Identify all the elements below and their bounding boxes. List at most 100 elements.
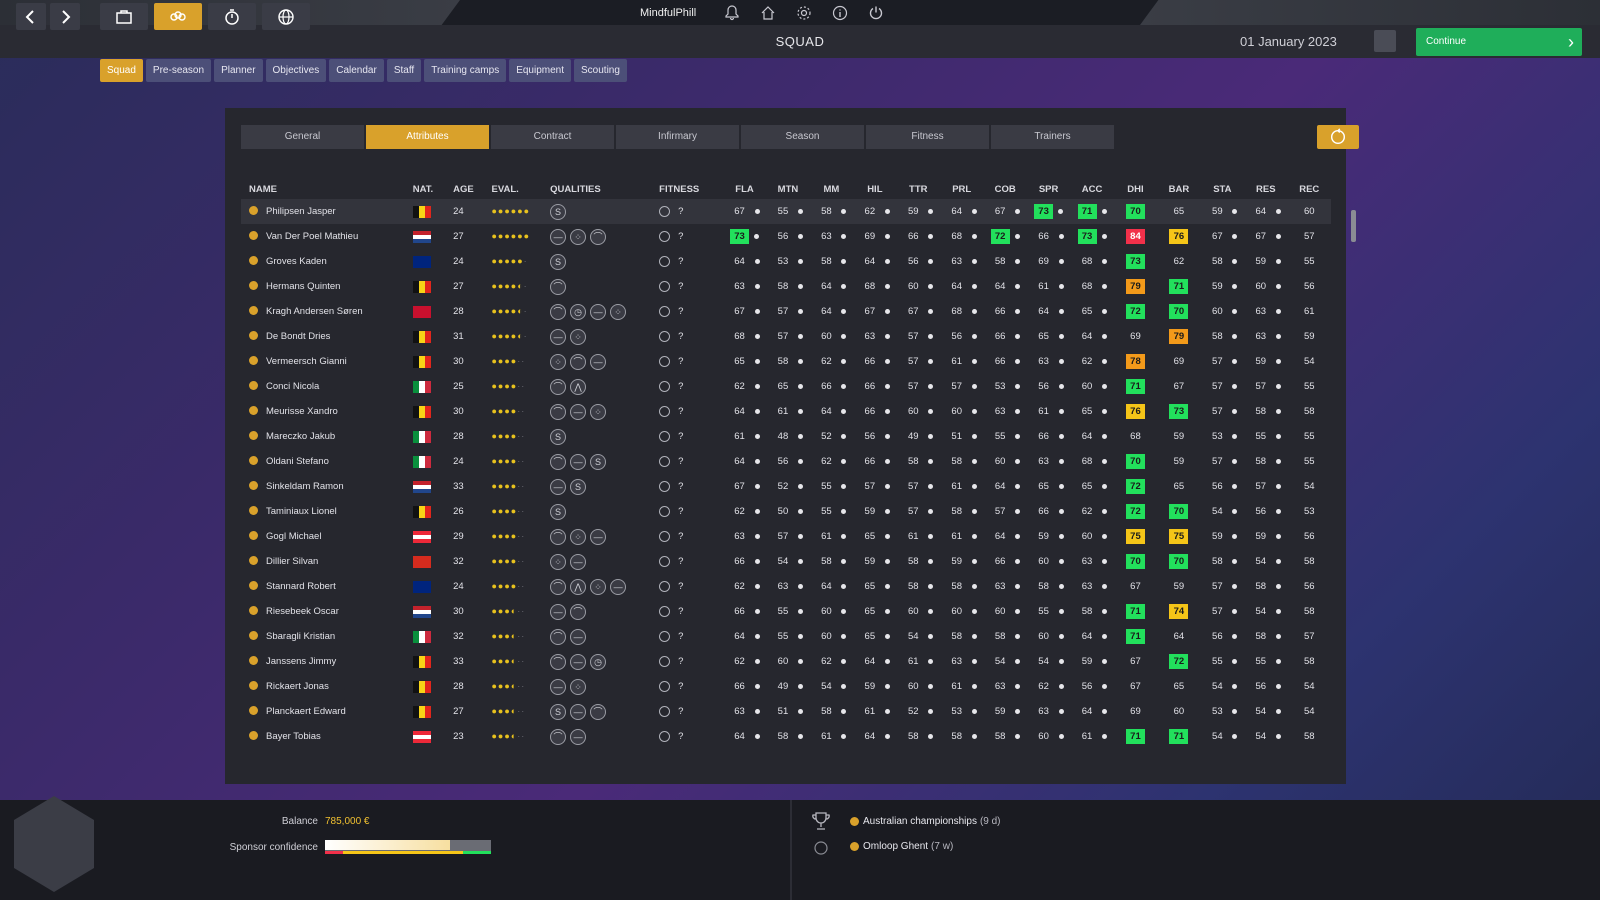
column-header[interactable]: EVAL.	[491, 183, 519, 195]
flat-quality-icon[interactable]: —	[550, 678, 567, 695]
table-row[interactable]: Bayer Tobias 23 ●●●◐·· ⌒ —? 64 58 61 64 58 58 58 60 6…	[241, 724, 1331, 749]
table-row[interactable]: Rickaert Jonas 28 ●●●◐·· — ⁘? 66 49 54 59 60 61 63 6…	[241, 674, 1331, 699]
refresh-button[interactable]	[1317, 125, 1359, 149]
rider-name[interactable]: Philipsen Jasper	[266, 206, 336, 217]
sprint-quality-icon[interactable]: S	[550, 503, 567, 520]
flat-quality-icon[interactable]: —	[570, 628, 587, 645]
hill-quality-icon[interactable]: ⌒	[550, 378, 567, 395]
subtab-squad[interactable]: Squad	[100, 59, 143, 82]
cobble-quality-icon[interactable]: ⁘	[570, 678, 587, 695]
info-icon[interactable]	[249, 480, 258, 490]
column-header[interactable]: MTN	[777, 183, 799, 195]
rider-name[interactable]: Sinkeldam Ramon	[266, 481, 344, 492]
rider-name[interactable]: Oldani Stefano	[266, 456, 329, 467]
sprint-quality-icon[interactable]: S	[590, 453, 607, 470]
gear-icon[interactable]	[794, 3, 814, 23]
hill-quality-icon[interactable]: ⌒	[550, 628, 567, 645]
flat-quality-icon[interactable]: —	[550, 228, 567, 245]
flat-quality-icon[interactable]: —	[570, 403, 587, 420]
info-icon[interactable]	[249, 705, 258, 715]
cobble-quality-icon[interactable]: ⁘	[570, 328, 587, 345]
table-row[interactable]: Groves Kaden 24 ●●●●●· S? 64 53 58 64 56 63 58 69 68…	[241, 249, 1331, 274]
tab-attributes[interactable]: Attributes	[366, 125, 489, 149]
mountain-quality-icon[interactable]: ⋀	[570, 378, 587, 395]
table-row[interactable]: Taminiaux Lionel 26 ●●●●·· S? 62 50 55 59 57 58 57…	[241, 499, 1331, 524]
column-header[interactable]: FLA	[735, 183, 754, 195]
table-row[interactable]: Conci Nicola 25 ●●●●·· ⌒ ⋀? 62 65 66 66 57 57 53 56 6…	[241, 374, 1331, 399]
subtab-pre-season[interactable]: Pre-season	[145, 59, 212, 82]
cobble-quality-icon[interactable]: ⁘	[550, 553, 567, 570]
info-icon[interactable]	[249, 655, 258, 665]
flat-quality-icon[interactable]: —	[570, 728, 587, 745]
hill-quality-icon[interactable]: ⌒	[590, 703, 607, 720]
table-row[interactable]: Kragh Andersen Søren 28 ●●●●◐· ⌒ ◷ — ⁘? 67 57 64 6…	[241, 299, 1331, 324]
info-icon[interactable]	[249, 555, 258, 565]
flat-quality-icon[interactable]: —	[550, 328, 567, 345]
info-icon[interactable]	[249, 230, 258, 240]
rider-name[interactable]: Stannard Robert	[266, 581, 336, 592]
tab-general[interactable]: General	[241, 125, 364, 149]
info-icon[interactable]	[249, 505, 258, 515]
info-icon[interactable]	[249, 605, 258, 615]
tab-infirmary[interactable]: Infirmary	[616, 125, 739, 149]
username[interactable]: MindfulPhill	[640, 6, 697, 19]
timetrial-quality-icon[interactable]: ◷	[570, 303, 587, 320]
info-icon[interactable]	[249, 630, 258, 640]
power-icon[interactable]	[866, 3, 886, 23]
hill-quality-icon[interactable]: ⌒	[590, 228, 607, 245]
column-header[interactable]: RES	[1256, 183, 1276, 195]
column-header[interactable]: AGE	[453, 183, 474, 195]
info-icon[interactable]	[249, 305, 258, 315]
info-icon[interactable]	[249, 455, 258, 465]
hill-quality-icon[interactable]: ⌒	[550, 403, 567, 420]
column-header[interactable]: DHI	[1127, 183, 1144, 195]
table-row[interactable]: Dillier Silvan 32 ●●●●·· ⁘ —? 66 54 58 59 58 59 66 6…	[241, 549, 1331, 574]
table-row[interactable]: Philipsen Jasper 24 ●●●●●● S? 67 55 58 62 59 64 67…	[241, 199, 1331, 224]
subtab-equipment[interactable]: Equipment	[509, 59, 572, 82]
column-header[interactable]: REC	[1299, 183, 1320, 195]
sprint-quality-icon[interactable]: S	[570, 478, 587, 495]
flat-quality-icon[interactable]: —	[570, 703, 587, 720]
column-header[interactable]: PRL	[952, 183, 972, 195]
column-header[interactable]: NAT.	[412, 183, 434, 195]
bell-icon[interactable]	[722, 3, 742, 23]
info-icon[interactable]	[830, 3, 850, 23]
rider-name[interactable]: Bayer Tobias	[266, 731, 321, 742]
rider-name[interactable]: Kragh Andersen Søren	[266, 306, 363, 317]
info-icon[interactable]	[249, 405, 258, 415]
column-header[interactable]: HIL	[867, 183, 883, 195]
tab-trainers[interactable]: Trainers	[991, 125, 1114, 149]
hill-quality-icon[interactable]: ⌒	[550, 528, 567, 545]
continue-button[interactable]: Continue ›	[1416, 28, 1582, 56]
rider-name[interactable]: Mareczko Jakub	[266, 431, 336, 442]
cobble-quality-icon[interactable]: ⁘	[570, 228, 587, 245]
subtab-staff[interactable]: Staff	[386, 59, 422, 82]
timetrial-quality-icon[interactable]: ◷	[590, 653, 607, 670]
hill-quality-icon[interactable]: ⌒	[550, 303, 567, 320]
event-item[interactable]: Omloop Ghent (7 w)	[850, 841, 953, 852]
rider-name[interactable]: Riesebeek Oscar	[266, 606, 339, 617]
event-item[interactable]: Australian championships (9 d)	[850, 816, 1001, 827]
mountain-quality-icon[interactable]: ⋀	[570, 578, 587, 595]
column-header[interactable]: BAR	[1168, 183, 1190, 195]
column-header[interactable]: FITNESS	[659, 183, 700, 195]
rider-name[interactable]: Rickaert Jonas	[266, 681, 329, 692]
globe-button[interactable]	[262, 3, 310, 30]
table-row[interactable]: Sinkeldam Ramon 33 ●●●●·· — S? 67 52 55 57 57 61 64…	[241, 474, 1331, 499]
subtab-calendar[interactable]: Calendar	[329, 59, 384, 82]
rider-name[interactable]: Dillier Silvan	[266, 556, 319, 567]
table-row[interactable]: Mareczko Jakub 28 ●●●●·· S? 61 48 52 56 49 51 55 66…	[241, 424, 1331, 449]
cobble-quality-icon[interactable]: ⁘	[570, 528, 587, 545]
flat-quality-icon[interactable]: —	[570, 553, 587, 570]
calendar-icon[interactable]	[1374, 30, 1396, 52]
hill-quality-icon[interactable]: ⌒	[550, 453, 567, 470]
flat-quality-icon[interactable]: —	[590, 528, 607, 545]
forward-button[interactable]	[50, 3, 80, 30]
column-header[interactable]: COB	[994, 183, 1016, 195]
info-icon[interactable]	[249, 355, 258, 365]
tab-fitness[interactable]: Fitness	[866, 125, 989, 149]
rider-name[interactable]: Vermeersch Gianni	[266, 356, 347, 367]
rider-name[interactable]: Gogl Michael	[266, 531, 322, 542]
cobble-quality-icon[interactable]: ⁘	[550, 353, 567, 370]
table-row[interactable]: Janssens Jimmy 33 ●●●◐·· ⌒ — ◷? 62 60 62 64 61 63 54…	[241, 649, 1331, 674]
